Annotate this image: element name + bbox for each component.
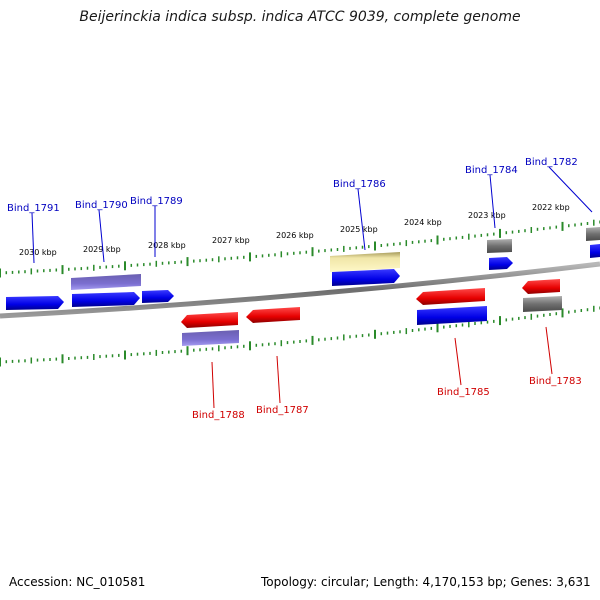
genome-summary-text: Topology: circular; Length: 4,170,153 bp… xyxy=(261,575,591,589)
label-bind-1782[interactable]: Bind_1782 xyxy=(525,157,578,168)
gene-bind-1785[interactable] xyxy=(416,288,485,305)
gene-bind-1784[interactable] xyxy=(489,257,513,270)
gene-bind-1782[interactable] xyxy=(590,244,600,258)
gene-bind-1787[interactable] xyxy=(246,307,300,323)
label-bind-1788[interactable]: Bind_1788 xyxy=(192,410,245,421)
feature-gray-upper-1[interactable] xyxy=(487,239,512,253)
feature-track-upper xyxy=(71,227,600,290)
genome-title: Beijerinckia indica subsp. indica ATCC 9… xyxy=(79,9,521,25)
leader-bind-1782 xyxy=(548,166,593,213)
label-bind-1785[interactable]: Bind_1785 xyxy=(437,387,490,398)
scale-label-2023: 2023 kbp xyxy=(468,211,506,220)
label-bind-1786[interactable]: Bind_1786 xyxy=(333,179,386,190)
scale-label-2029: 2029 kbp xyxy=(83,245,121,254)
gene-bind-1791[interactable] xyxy=(6,296,64,310)
leader-bind-1785 xyxy=(454,337,462,386)
scale-label-2030: 2030 kbp xyxy=(19,248,57,257)
scale-label-2028: 2028 kbp xyxy=(148,241,186,250)
gene-bind-1783[interactable] xyxy=(522,279,560,294)
leader-bind-1788 xyxy=(211,361,215,409)
feature-track-lower xyxy=(182,296,562,346)
label-bind-1783[interactable]: Bind_1783 xyxy=(529,376,582,387)
gene-bind-1788[interactable] xyxy=(181,312,238,328)
feature-blue-lower[interactable] xyxy=(417,306,487,325)
label-bind-1790[interactable]: Bind_1790 xyxy=(75,200,128,211)
scale-label-2024: 2024 kbp xyxy=(404,218,442,227)
label-bind-1787[interactable]: Bind_1787 xyxy=(256,405,309,416)
leader-bind-1787 xyxy=(276,355,281,404)
scale-label-2027: 2027 kbp xyxy=(212,236,250,245)
outer-scale-ticks xyxy=(0,219,600,278)
scale-label-2026: 2026 kbp xyxy=(276,231,314,240)
leader-lines xyxy=(31,166,593,409)
reverse-strand-genes xyxy=(181,279,560,328)
inner-scale-ticks xyxy=(0,305,600,367)
feature-yellow-upper[interactable] xyxy=(330,252,400,272)
gene-bind-1789[interactable] xyxy=(142,290,174,303)
gene-bind-1790[interactable] xyxy=(72,292,140,307)
leader-bind-1783 xyxy=(545,326,553,375)
feature-gray-lower[interactable] xyxy=(523,296,562,312)
scale-label-2025: 2025 kbp xyxy=(340,225,378,234)
accession-text: Accession: NC_010581 xyxy=(9,575,146,589)
leader-bind-1790 xyxy=(98,209,105,263)
feature-gray-upper-2[interactable] xyxy=(586,227,600,241)
scale-label-2022: 2022 kbp xyxy=(532,203,570,212)
label-bind-1789[interactable]: Bind_1789 xyxy=(130,196,183,207)
gene-labels: Bind_1791 Bind_1790 Bind_1789 Bind_1786 … xyxy=(7,157,582,421)
leader-bind-1791 xyxy=(31,212,35,264)
genome-backbone xyxy=(0,261,600,319)
scale-labels: 2030 kbp 2029 kbp 2028 kbp 2027 kbp 2026… xyxy=(19,203,570,257)
leader-bind-1786 xyxy=(357,188,366,251)
feature-purple-lower[interactable] xyxy=(182,330,239,346)
gene-bind-1786[interactable] xyxy=(332,269,400,286)
leader-bind-1784 xyxy=(489,174,496,229)
forward-strand-genes xyxy=(6,244,600,310)
label-bind-1791[interactable]: Bind_1791 xyxy=(7,203,60,214)
label-bind-1784[interactable]: Bind_1784 xyxy=(465,165,518,176)
feature-purple-upper[interactable] xyxy=(71,274,141,290)
